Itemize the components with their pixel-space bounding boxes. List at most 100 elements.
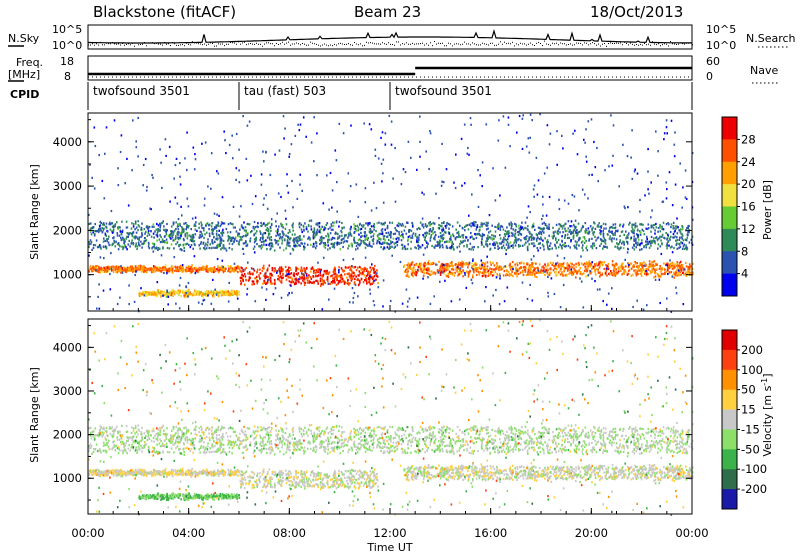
power-pixel [517,233,520,237]
power-pixel [214,269,216,272]
power-pixel [159,293,162,296]
power-pixel [586,267,589,270]
power-pixel [215,290,218,293]
power-pixel [390,242,392,245]
power-pixel [444,231,447,234]
power-pixel [438,239,441,242]
power-pixel [104,245,107,248]
power-pixel [598,263,600,267]
power-pixel [452,265,454,268]
power-pixel [453,274,456,277]
power-pixel [500,242,502,245]
power-pixel [235,132,238,136]
power-pixel [445,226,447,229]
power-pixel [570,225,573,228]
power-pixel [303,235,305,238]
power-pixel [196,293,198,296]
power-pixel [455,263,457,266]
power-pixel [253,228,256,231]
power-pixel [93,232,96,236]
power-pixel [631,223,633,226]
power-pixel [559,262,562,266]
power-pixel [182,244,185,247]
power-pixel [159,222,161,225]
power-pixel [394,227,396,230]
power-pixel [368,241,371,244]
power-pixel [391,245,393,248]
power-pixel [596,288,599,291]
power-pixel [141,232,143,235]
power-pixel [661,243,663,246]
power-pixel [265,239,267,242]
power-pixel [462,227,464,230]
power-pixel [123,266,125,269]
power-pixel [633,243,635,246]
power-pixel [555,247,557,250]
power-pixel [582,244,584,247]
power-pixel [639,264,641,267]
power-pixel [521,244,524,247]
cpid-segment-label: twofsound 3501 [395,84,492,98]
power-pixel [597,224,599,227]
power-pixel [242,227,245,230]
power-pixel [475,221,477,224]
power-pixel [363,224,365,227]
power-pixel [354,225,357,228]
power-pixel [625,230,627,233]
power-pixel [527,240,529,243]
power-pixel [179,243,182,246]
power-pixel [114,266,116,269]
power-pixel [479,233,481,236]
power-pixel [668,244,670,247]
power-pixel [419,221,422,224]
power-pixel [514,229,516,232]
power-pixel [187,265,190,268]
power-pixel [175,243,177,246]
power-pixel [372,276,375,279]
power-pixel [364,246,367,249]
freq-tick-low: 8 [64,70,71,83]
power-pixel [579,272,582,275]
power-pixel [396,244,399,247]
power-pixel [675,239,677,242]
power-pixel [307,276,309,279]
power-pixel [505,274,507,277]
power-pixel [366,244,368,247]
power-pixel [543,248,545,251]
power-pixel [366,268,368,271]
power-pixel [355,275,357,278]
power-pixel [221,265,223,268]
power-pixel [373,223,375,226]
power-pixel [225,293,228,297]
power-pixel [95,267,98,271]
power-pixel [426,232,429,235]
power-pixel [509,241,512,244]
power-pixel [350,225,352,228]
power-pixel [521,226,524,229]
power-pixel [277,228,279,231]
power-pixel [157,268,159,271]
power-pixel [604,240,606,244]
power-pixel [242,115,244,118]
power-pixel [592,232,595,235]
power-pixel [188,292,191,295]
power-pixel [443,270,446,273]
power-pixel [608,237,611,240]
power-pixel [227,265,229,268]
power-pixel [669,262,672,265]
power-pixel [480,259,483,262]
power-pixel [317,280,319,283]
power-pixel [88,213,90,216]
power-pixel [559,269,561,272]
power-pixel [581,273,583,276]
power-pixel [393,242,396,245]
power-pixel [327,227,330,231]
power-pixel [531,262,533,265]
power-pixel [462,262,464,266]
power-pixel [485,240,487,243]
power-pixel [599,271,601,274]
power-pixel [393,246,396,249]
power-pixel [271,242,273,245]
power-pixel [276,271,278,274]
power-pixel [289,273,291,276]
